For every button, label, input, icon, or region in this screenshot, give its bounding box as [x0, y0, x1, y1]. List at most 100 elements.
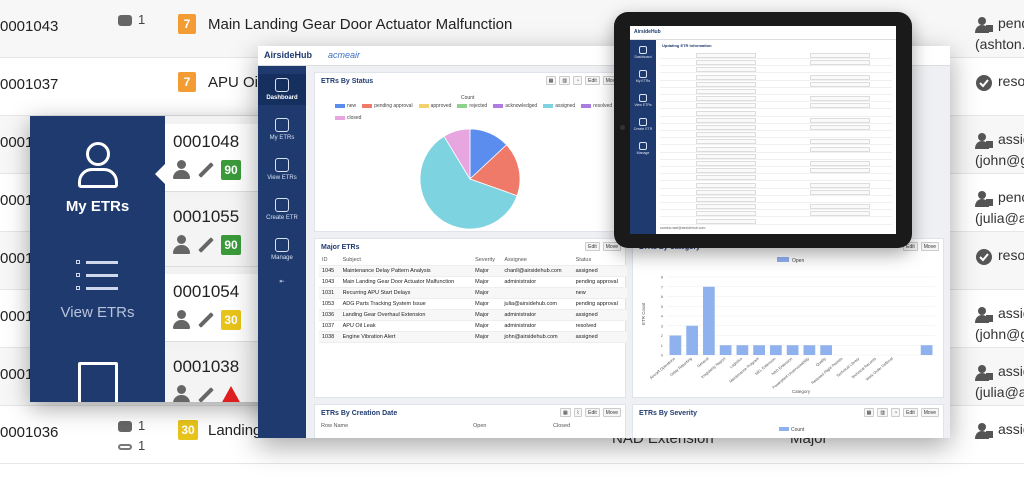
bar-4[interactable]	[736, 345, 749, 355]
form-field[interactable]	[696, 204, 756, 210]
tablet-nav-create-etr[interactable]: Create ETR	[630, 118, 656, 131]
form-field[interactable]	[696, 139, 756, 145]
pie-view-button[interactable]: ◔	[573, 76, 583, 85]
pie-slice-closed[interactable]	[443, 128, 471, 181]
form-field[interactable]	[810, 60, 870, 66]
collapse-icon[interactable]: ⇤	[279, 279, 285, 285]
legend-item[interactable]: acknowledged	[493, 103, 537, 109]
legend-item[interactable]: closed	[335, 115, 361, 121]
legend-item[interactable]: pending approval	[362, 103, 413, 109]
edit-button[interactable]: Edit	[585, 242, 600, 251]
form-field[interactable]	[810, 53, 870, 58]
table-row[interactable]: 1037 APU Oil Leak Major administrator resolv…	[319, 320, 627, 332]
bar-6[interactable]	[770, 345, 782, 355]
form-field[interactable]	[810, 81, 870, 87]
table-row[interactable]: 1036 Landing Gear Overhaul Extension Major…	[319, 309, 627, 321]
column-header[interactable]: Assignee	[501, 255, 573, 266]
edit-button[interactable]: Edit	[585, 76, 600, 85]
mobile-nav-my-etrs[interactable]: My ETRs	[30, 142, 165, 215]
bar-view-button[interactable]: ▥	[559, 76, 571, 85]
legend-item[interactable]: resolved	[581, 103, 612, 109]
form-field[interactable]	[696, 175, 756, 181]
form-field[interactable]	[696, 168, 756, 174]
column-header[interactable]: Subject	[339, 255, 473, 266]
sidebar-item-view-etrs[interactable]: View ETRs	[258, 154, 306, 185]
sidebar-item-manage[interactable]: Manage	[258, 234, 306, 265]
move-button[interactable]: Move	[920, 242, 939, 251]
table-row[interactable]: 1038 Engine Vibration Alert Major john@airs…	[319, 331, 627, 343]
column-header[interactable]: Severity	[472, 255, 502, 266]
form-field[interactable]	[696, 146, 756, 152]
form-field[interactable]	[810, 139, 870, 145]
etr-subject[interactable]: Main Landing Gear Door Actuator Malfunct…	[208, 16, 513, 33]
bar-8[interactable]	[803, 345, 816, 355]
edit-button[interactable]: Edit	[585, 408, 600, 417]
form-field[interactable]	[696, 189, 756, 195]
sidebar-item-dashboard[interactable]: Dashboard	[258, 74, 306, 105]
column-header[interactable]: Status	[572, 255, 627, 266]
bar-15[interactable]	[920, 345, 933, 355]
form-field[interactable]	[810, 168, 870, 174]
table-view-button[interactable]: ▦	[559, 408, 571, 417]
form-field[interactable]	[696, 161, 756, 166]
bar-0[interactable]	[669, 335, 682, 356]
tablet-nav-my-etrs[interactable]: My ETRs	[630, 70, 656, 83]
edit-button[interactable]: Edit	[903, 408, 918, 417]
form-field[interactable]	[696, 132, 756, 138]
table-row[interactable]: 1045 Maintenance Delay Pattern Analysis Ma…	[319, 265, 627, 277]
tablet-nav-view-etrs[interactable]: View ETRs	[630, 94, 656, 107]
move-button[interactable]: Move	[920, 408, 939, 417]
form-field[interactable]	[696, 81, 756, 87]
form-field[interactable]	[696, 218, 756, 224]
sidebar-item-create-etr[interactable]: Create ETR	[258, 194, 306, 225]
bar-9[interactable]	[820, 345, 832, 355]
bar-7[interactable]	[786, 345, 799, 355]
pie-view-button[interactable]: ◔	[891, 408, 901, 417]
bar-2[interactable]	[703, 286, 715, 355]
legend-item[interactable]: approved	[418, 103, 451, 109]
form-field[interactable]	[696, 117, 756, 123]
table-row[interactable]: 1053 ADG Parts Tracking System Issue Major…	[319, 298, 627, 310]
form-field[interactable]	[810, 204, 870, 210]
legend-item[interactable]: assigned	[543, 103, 575, 109]
tablet-nav-dashboard[interactable]: Dashboard	[630, 46, 656, 59]
legend-item[interactable]: rejected	[457, 103, 487, 109]
pie-slice-assigned[interactable]	[419, 135, 518, 230]
table-row[interactable]: 1031 Recurring APU Start Delays Major new	[319, 287, 627, 299]
bar-1[interactable]	[686, 325, 698, 355]
bar-5[interactable]	[753, 345, 765, 355]
column-header[interactable]: ID	[319, 255, 340, 266]
form-field[interactable]	[810, 96, 870, 102]
form-field[interactable]	[810, 211, 870, 217]
move-button[interactable]: Move	[602, 242, 621, 251]
form-field[interactable]	[696, 74, 756, 80]
form-field[interactable]	[810, 189, 870, 195]
form-field[interactable]	[810, 117, 870, 123]
etr-subject[interactable]: APU Oil L	[208, 74, 274, 91]
bar-3[interactable]	[719, 345, 732, 355]
form-field[interactable]	[696, 60, 756, 66]
mobile-nav-create[interactable]	[30, 362, 165, 402]
form-field[interactable]	[810, 103, 870, 109]
form-field[interactable]	[810, 125, 870, 130]
sidebar-item-my-etrs[interactable]: My ETRs	[258, 114, 306, 145]
mobile-nav-view-etrs[interactable]: View ETRs	[30, 258, 165, 321]
form-field[interactable]	[810, 161, 870, 166]
table-row[interactable]: 1043 Main Landing Gear Door Actuator Malf…	[319, 276, 627, 288]
form-field[interactable]	[696, 53, 756, 58]
form-field[interactable]	[696, 182, 756, 188]
form-field[interactable]	[810, 182, 870, 188]
form-field[interactable]	[696, 96, 756, 102]
form-field[interactable]	[696, 67, 756, 73]
tablet-nav-manage[interactable]: Manage	[630, 142, 656, 155]
form-field[interactable]	[696, 89, 756, 94]
form-field[interactable]	[696, 103, 756, 109]
form-field[interactable]	[810, 146, 870, 152]
form-field[interactable]	[696, 197, 756, 202]
form-field[interactable]	[696, 110, 756, 116]
form-field[interactable]	[696, 153, 756, 159]
form-field[interactable]	[810, 74, 870, 80]
form-field[interactable]	[696, 211, 756, 217]
form-field[interactable]	[696, 125, 756, 130]
move-button[interactable]: Move	[602, 408, 621, 417]
